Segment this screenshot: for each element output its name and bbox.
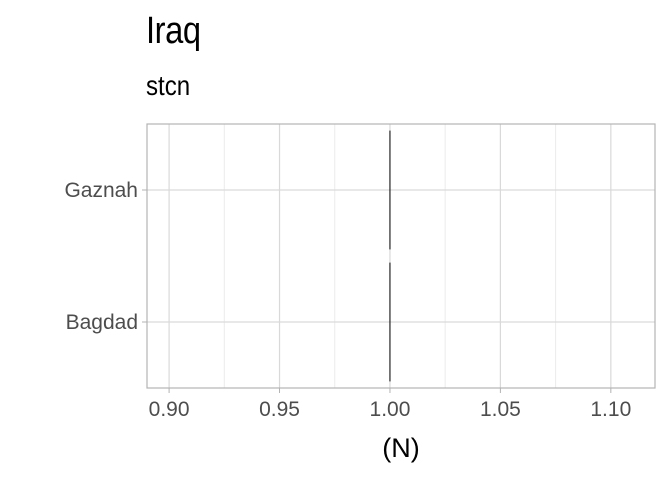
axis-ticks bbox=[142, 189, 612, 393]
y-tick-label: Gaznah bbox=[64, 179, 138, 202]
y-tick-labels: Gaznah Bagdad bbox=[64, 179, 138, 334]
x-tick-label: 0.95 bbox=[259, 398, 300, 421]
y-tick-label: Bagdad bbox=[66, 311, 138, 334]
major-gridlines bbox=[147, 124, 655, 388]
chart-subtitle: stcn bbox=[146, 70, 191, 101]
panel-border bbox=[146, 123, 656, 389]
minor-gridlines bbox=[223, 124, 557, 388]
x-tick-label: 0.90 bbox=[149, 398, 190, 421]
x-tick-label: 1.10 bbox=[590, 398, 631, 421]
x-tick-labels: 0.90 0.95 1.00 1.05 1.10 bbox=[149, 398, 632, 421]
x-axis-title: (N) bbox=[382, 433, 419, 463]
x-tick-label: 1.00 bbox=[370, 398, 411, 421]
x-tick-label: 1.05 bbox=[480, 398, 521, 421]
chart-title: Iraq bbox=[146, 10, 201, 52]
